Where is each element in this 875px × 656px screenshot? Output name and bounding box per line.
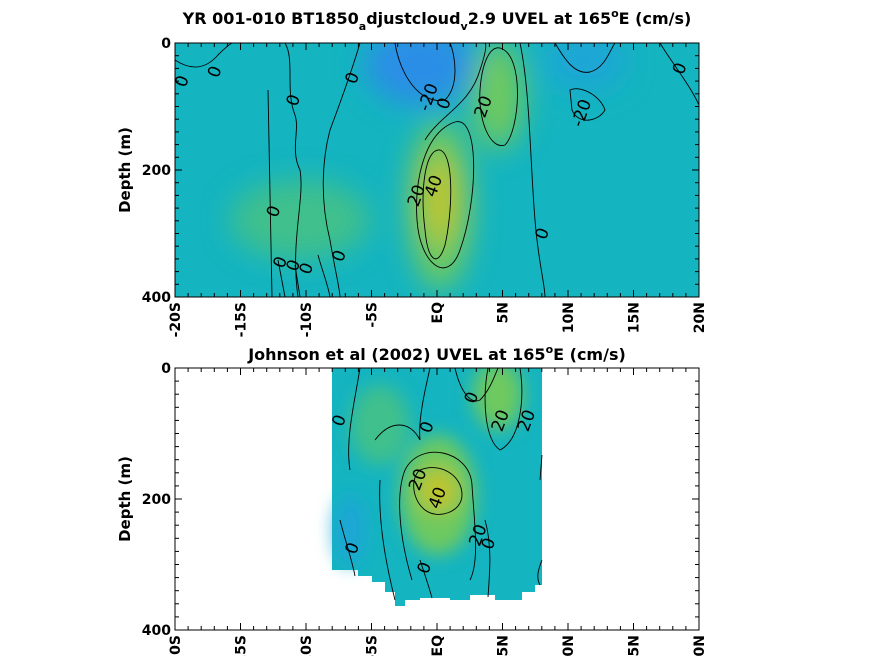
top-negative-core-east [545,43,625,90]
top-contour-0-a [284,43,302,297]
top-xtick-label: -15S [234,302,250,337]
top-weak-band [230,180,370,260]
top-contour-neg20-east [569,88,606,121]
bottom-xtick-label: -15S [234,635,250,656]
bottom-field-blobs [335,368,523,565]
bottom-ytick-label: 0 [161,361,171,377]
bottom-contour-0-e [537,454,543,586]
top-contour-0-d [519,43,546,297]
bottom-xtick-label: EQ [430,635,446,656]
bottom-contour-0-c [454,368,499,402]
bottom-xtick-label: 15N [627,635,643,656]
bottom-xtick-label: -20S [168,635,184,656]
top-xtick-label: EQ [430,302,446,324]
top-contour-0-g [175,43,233,68]
top-ytick-label: 200 [142,163,171,179]
top-ytick-label: 0 [161,36,171,52]
top-contour-20-north [479,47,518,146]
top-ytick-label: 400 [142,290,171,306]
bottom-negative-patch [335,495,365,565]
top-xtick-label: 10N [561,302,577,333]
top-contour-0-e [554,43,616,73]
top-contour-0-h [267,89,331,297]
top-ylabel: Depth (m) [116,127,134,213]
top-title: YR 001-010 BT1850adjustcloudv2.9 UVEL at… [182,7,692,33]
bottom-contour-0-f [339,519,433,599]
top-xtick-label: 15N [627,302,643,333]
bottom-xtick-label: -5S [365,635,381,656]
bottom-contour-20-jet [399,451,477,581]
bottom-xtick-label: 20N [692,635,708,656]
bottom-contour-0-d [484,519,491,598]
bottom-contour-20-north [484,368,523,451]
bottom-positive-west-lobe [350,385,410,465]
bottom-xtick-label: -10S [299,635,315,656]
top-positive-core-north [472,43,524,150]
top-ticks: -20S -15S -10S -5S EQ 5N 10N 15N 20N 0 200 400 [142,36,708,337]
top-contour-0-c [424,43,487,141]
bottom-title: Johnson et al (2002) UVEL at 165oE (cm/s… [247,343,626,364]
bottom-contour-0-b [374,424,421,601]
top-xtick-label: -10S [299,302,315,337]
top-contour-0-f [659,43,699,106]
bottom-xtick-label: 10N [561,635,577,656]
bottom-ytick-label: 200 [142,492,171,508]
top-panel: YR 001-010 BT1850adjustcloudv2.9 UVEL at… [116,7,708,337]
bottom-contour-40 [413,467,463,515]
top-negative-core-west [365,43,475,105]
top-xtick-label: -5S [365,302,381,328]
bottom-ticks: -20S -15S -10S -5S EQ 5N 10N 15N 20N 0 200 400 [142,361,708,656]
bottom-positive-jet-inner [418,468,458,512]
top-contour-40 [422,149,452,260]
top-xtick-label: 20N [692,302,708,333]
bottom-xtick-label: 5N [496,635,512,656]
top-positive-jet-inner [422,155,458,245]
top-xtick-label: -20S [168,302,184,337]
bottom-ytick-label: 400 [142,623,171,639]
top-contour-0-b [322,43,361,297]
top-xtick-label: 5N [496,302,512,323]
bottom-ylabel: Depth (m) [116,456,134,542]
top-contour-20-jet [416,121,475,269]
top-contour-neg20-west [394,43,456,101]
bottom-contour-0-a [348,368,431,471]
bottom-panel: Johnson et al (2002) UVEL at 165oE (cm/s… [116,343,708,656]
